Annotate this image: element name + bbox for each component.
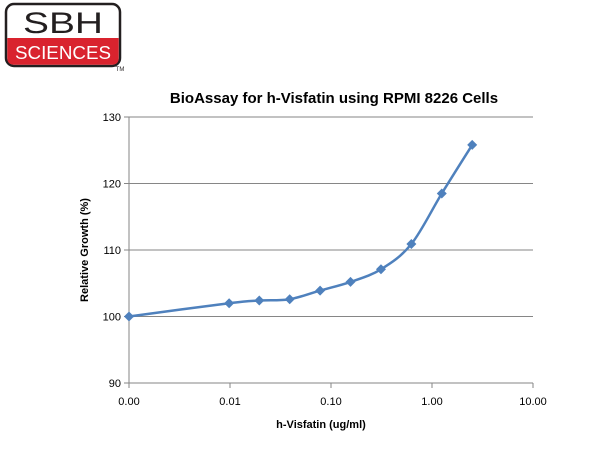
chart-title: BioAssay for h-Visfatin using RPMI 8226 …: [170, 90, 498, 107]
x-tick-label: 0.00: [118, 396, 139, 408]
data-point-marker: [467, 139, 478, 150]
logo-red-band: [7, 38, 119, 65]
y-tick-label: 110: [103, 245, 121, 257]
data-point-marker: [224, 298, 235, 309]
data-point-marker: [436, 188, 447, 199]
sbh-sciences-logo: SBH SCIENCES TM: [4, 2, 125, 72]
x-tick-label: 0.01: [219, 396, 240, 408]
tick-labels: 90 100 110 120 130 0.00 0.01 0.10 1.00 10.00: [103, 112, 547, 408]
data-point-marker: [315, 285, 326, 296]
y-tick-label: 90: [109, 378, 121, 390]
y-tick-label: 120: [103, 179, 121, 191]
x-tick-label: 0.10: [320, 396, 341, 408]
axes: [124, 116, 534, 388]
data-point-marker: [406, 239, 417, 250]
x-tick-label: 10.00: [519, 396, 547, 408]
y-tick-label: 130: [103, 112, 121, 124]
data-point-marker: [254, 295, 265, 306]
y-tick-label: 100: [103, 312, 121, 324]
data-point-marker: [284, 294, 295, 305]
logo-trademark: TM: [116, 67, 125, 72]
logo-top-text: SBH: [23, 7, 103, 40]
logo-outer-border: [4, 2, 122, 68]
x-tick-label: 1.00: [421, 396, 442, 408]
logo-bottom-text: SCIENCES: [15, 43, 111, 63]
x-axis-title: h-Visfatin (ug/ml): [276, 419, 366, 431]
y-axis-title: Relative Growth (%): [79, 198, 91, 302]
series-group: [124, 139, 478, 322]
series-line: [128, 144, 474, 318]
data-point-marker: [345, 276, 356, 287]
data-point-marker: [375, 264, 386, 275]
data-point-marker: [124, 311, 134, 322]
gridlines: [129, 116, 533, 317]
